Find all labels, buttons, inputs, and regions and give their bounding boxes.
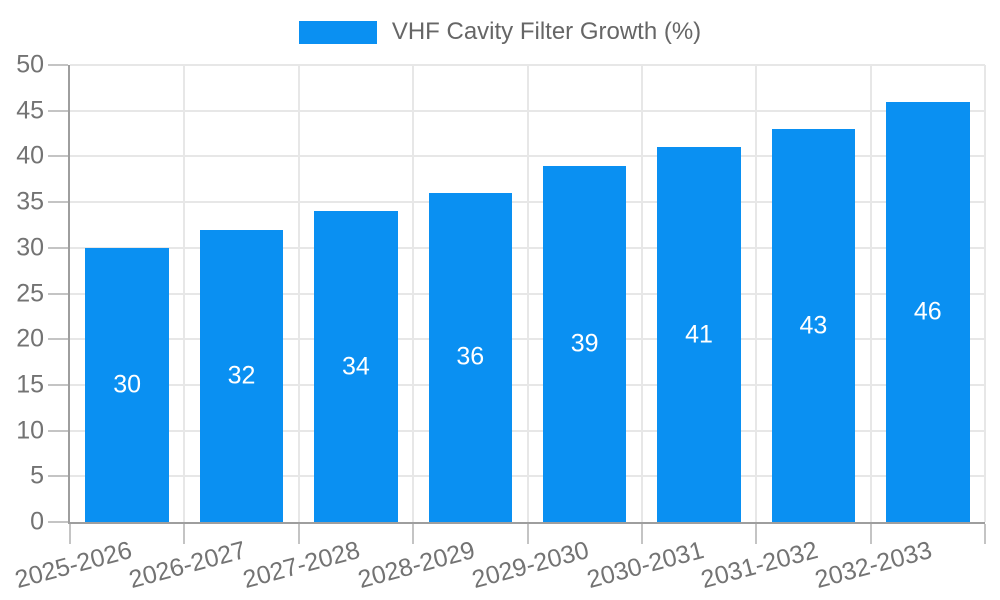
x-axis-label: 2031-2032 — [697, 536, 821, 594]
bar-value-label: 46 — [913, 297, 942, 326]
v-gridline — [640, 65, 643, 522]
x-axis-label: 2029-2030 — [469, 536, 592, 594]
bar — [771, 128, 856, 522]
legend-label: VHF Cavity Filter Growth (%) — [391, 18, 702, 45]
bar — [657, 147, 741, 522]
x-axis-label: 2032-2033 — [812, 536, 936, 594]
x-axis-tick — [412, 524, 415, 544]
x-axis-label: 2025-2026 — [11, 536, 135, 594]
y-axis-tick — [48, 246, 68, 249]
y-axis-label: 30 — [16, 233, 44, 262]
bar — [85, 247, 169, 522]
bar-value-label: 41 — [685, 320, 713, 349]
x-axis-tick — [183, 524, 186, 544]
x-axis-label: 2026-2027 — [126, 536, 249, 594]
bar — [428, 192, 513, 522]
y-axis-label: 25 — [16, 279, 44, 307]
y-axis-label: 50 — [16, 50, 44, 79]
bar-value-label: 43 — [799, 311, 828, 339]
y-axis-tick — [48, 64, 68, 66]
x-axis-label: 2027-2028 — [240, 536, 364, 594]
legend[interactable]: VHF Cavity Filter Growth (%) — [0, 19, 1000, 45]
v-gridline — [755, 65, 758, 522]
y-axis-label: 20 — [16, 324, 44, 353]
y-axis-label: 0 — [30, 507, 44, 536]
bar — [542, 165, 627, 522]
y-axis-tick — [48, 201, 68, 204]
x-axis-tick — [640, 524, 643, 544]
y-axis-line — [68, 65, 70, 524]
y-axis-label: 45 — [16, 96, 44, 125]
y-axis-label: 40 — [16, 141, 44, 170]
y-axis-label: 10 — [16, 416, 44, 445]
y-axis-label: 5 — [30, 461, 44, 490]
x-axis-tick — [69, 524, 71, 544]
x-axis-label: 2030-2031 — [583, 536, 707, 594]
bar-value-label: 34 — [342, 352, 370, 381]
legend-swatch — [298, 20, 377, 44]
bar — [199, 229, 284, 522]
y-axis-label: 15 — [16, 370, 44, 399]
bar — [314, 211, 398, 522]
v-gridline — [412, 65, 415, 522]
bar-value-label: 30 — [113, 370, 142, 399]
x-axis-tick — [755, 524, 758, 544]
y-axis-tick — [48, 338, 68, 341]
v-gridline — [297, 65, 300, 522]
x-axis-tick — [984, 524, 986, 544]
v-gridline — [869, 65, 872, 522]
bar-value-label: 32 — [227, 361, 256, 390]
y-axis-tick — [48, 383, 68, 386]
y-axis-tick — [48, 155, 68, 158]
x-axis-tick — [869, 524, 872, 544]
v-gridline — [984, 65, 986, 522]
x-axis-tick — [526, 524, 529, 544]
bar-value-label: 36 — [456, 342, 485, 371]
y-axis-label: 35 — [16, 187, 44, 216]
v-gridline — [183, 65, 186, 522]
x-axis-line — [68, 522, 985, 524]
x-axis-label: 2028-2029 — [354, 536, 478, 594]
bar — [886, 101, 970, 522]
plot-area: 30 32 34 36 39 41 43 46 0 5 10 15 20 25 30 35 40 45 50 2025… — [12, 51, 986, 594]
y-axis-tick — [48, 109, 68, 112]
v-gridline — [526, 65, 529, 522]
x-axis-tick — [297, 524, 300, 544]
y-axis-tick — [48, 292, 68, 295]
y-axis-tick — [48, 521, 68, 523]
bar-value-label: 39 — [570, 329, 599, 358]
y-axis-tick — [48, 429, 68, 432]
y-axis-tick — [48, 475, 68, 478]
